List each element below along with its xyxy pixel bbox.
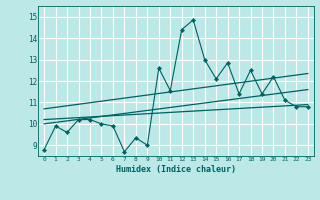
X-axis label: Humidex (Indice chaleur): Humidex (Indice chaleur) xyxy=(116,165,236,174)
